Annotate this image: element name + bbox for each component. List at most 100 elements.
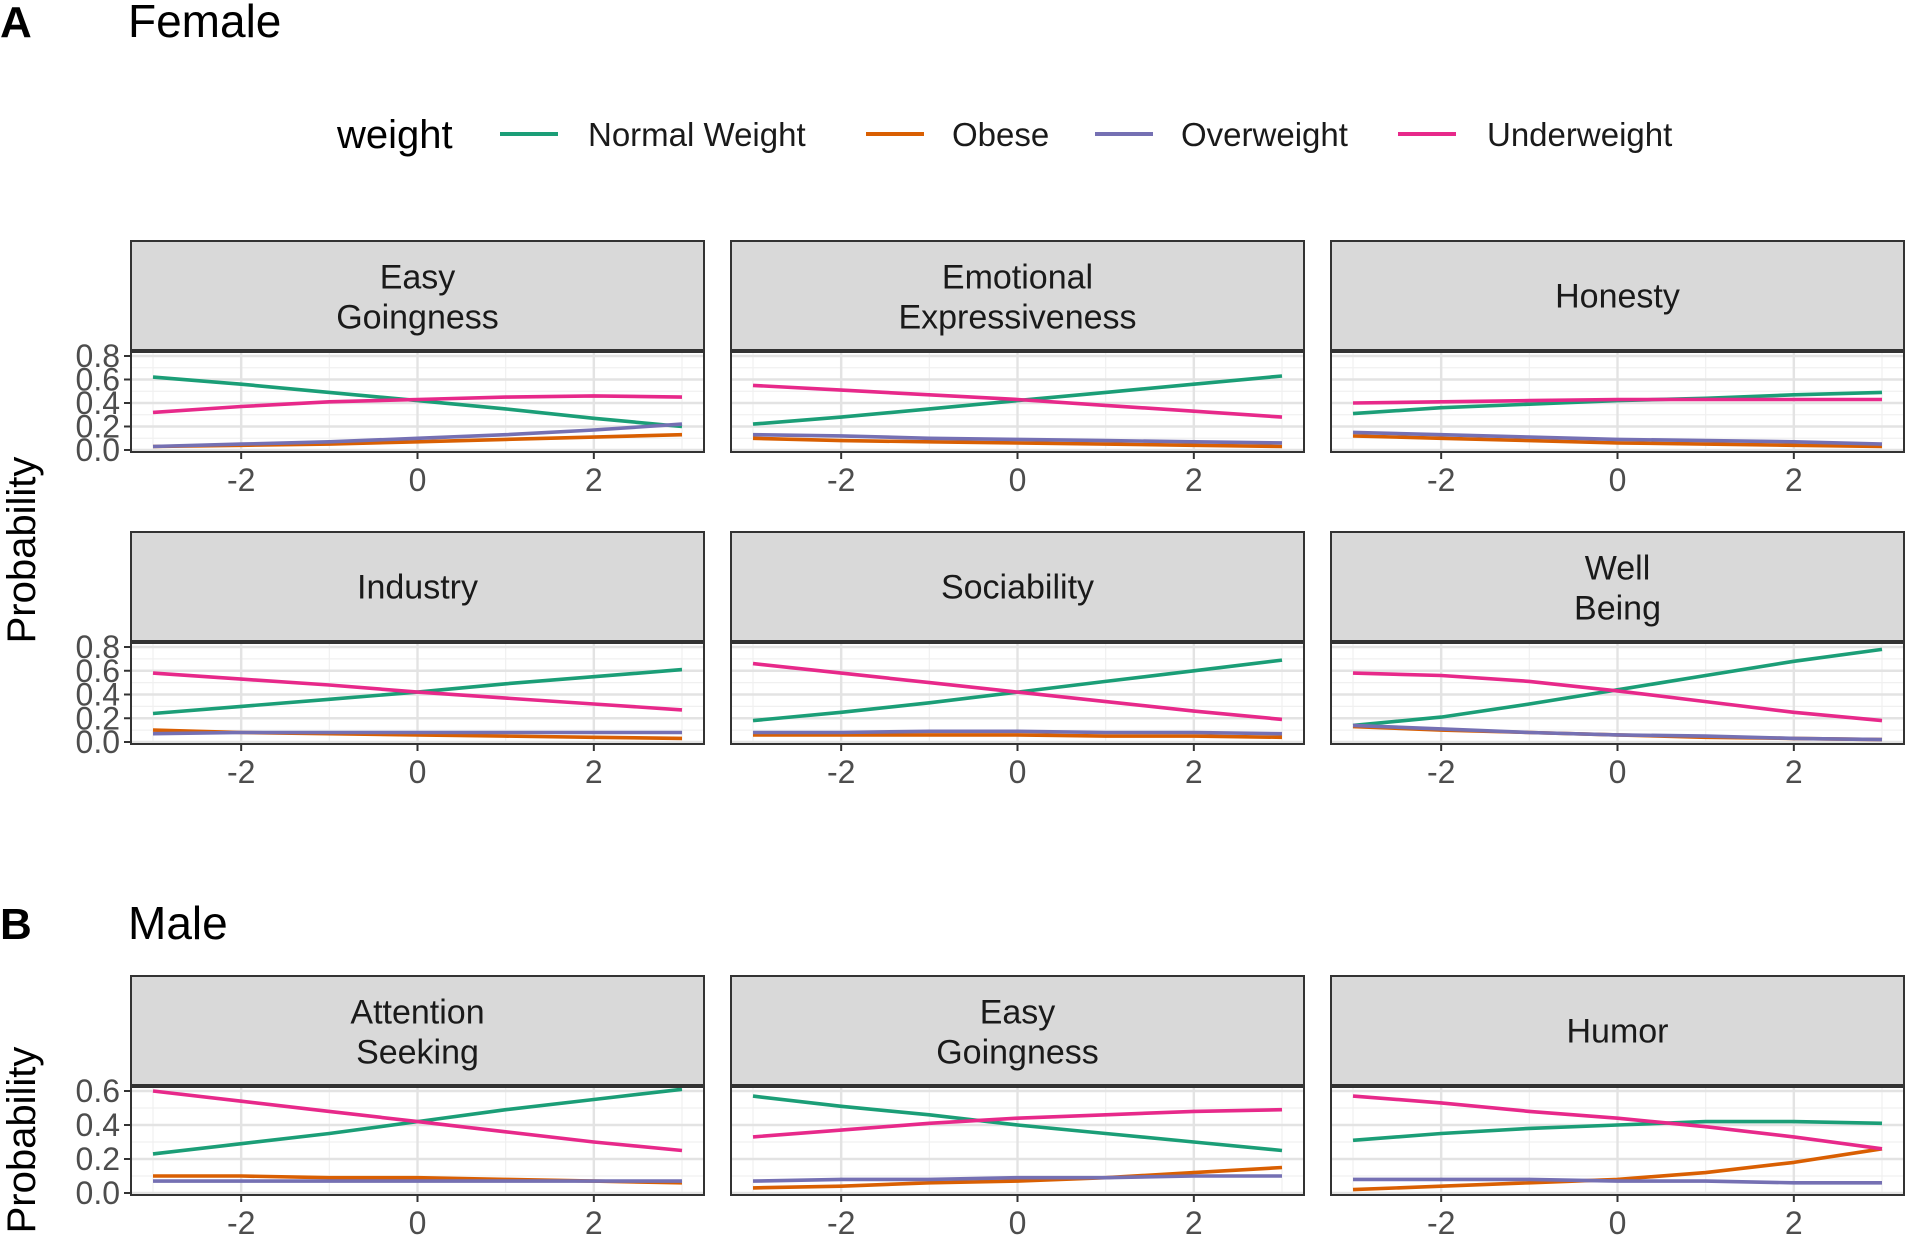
x-tick-label: 2 — [585, 462, 603, 498]
x-tick-label: -2 — [1427, 462, 1455, 498]
facet-strip — [130, 240, 705, 351]
x-tick-label: 0 — [1609, 754, 1627, 790]
facet-title-line: Goingness — [936, 1034, 1099, 1072]
y-tick-label: 0.2 — [76, 409, 120, 445]
facet-title: Honesty — [1555, 278, 1680, 316]
x-tick-label: 2 — [1785, 754, 1803, 790]
x-tick-label: 0 — [1609, 462, 1627, 498]
legend-item: Obese — [866, 116, 1049, 153]
y-tick-label: 0.2 — [76, 1141, 120, 1177]
series-line — [1352, 1119, 1883, 1143]
x-tick-label: -2 — [827, 462, 855, 498]
series-line — [1352, 397, 1882, 405]
x-tick-label: -2 — [227, 462, 255, 498]
facet-title-line: Goingness — [336, 299, 499, 337]
legend-item: Underweight — [1398, 116, 1672, 153]
y-tick-label: 0.0 — [76, 724, 120, 760]
x-tick-label: 0 — [1009, 754, 1027, 790]
y-axis-title: Probability — [0, 457, 44, 644]
series-line — [1352, 1094, 1883, 1151]
x-tick-label: -2 — [1427, 1205, 1455, 1241]
series-line — [1352, 430, 1883, 446]
facet-strip — [130, 975, 705, 1086]
legend-item-label: Obese — [952, 116, 1049, 153]
facet-title-line: Easy — [380, 259, 456, 297]
facet-panel: Honesty -2 0 2 — [1330, 240, 1905, 498]
facet-strip — [1330, 531, 1905, 642]
legend-item-label: Underweight — [1487, 116, 1672, 153]
facet-title-line: Being — [1574, 590, 1661, 628]
legend-item: Normal Weight — [500, 116, 806, 153]
legend-title: weight — [336, 113, 453, 157]
x-tick-label: 2 — [1785, 1205, 1803, 1241]
facet-panel: Humor -2 0 2 — [1330, 975, 1905, 1241]
facet-title-line: Expressiveness — [898, 299, 1136, 337]
facet-panel: Industry -2 0 2 0.00.20.40.60.8 — [76, 531, 705, 790]
facet-strip — [730, 531, 1305, 642]
x-tick-label: 2 — [1185, 1205, 1203, 1241]
x-tick-label: -2 — [227, 1205, 255, 1241]
y-axis-title: Probability — [0, 1047, 44, 1234]
facet-title-line: Seeking — [356, 1034, 479, 1072]
facet-strip — [730, 975, 1305, 1086]
series-line — [752, 1165, 1283, 1190]
panel-a-tag: A — [0, 0, 32, 47]
facet-title-line: Easy — [980, 994, 1056, 1032]
series-line — [152, 730, 682, 736]
y-tick-label: 0.8 — [76, 629, 120, 665]
series-line — [1352, 434, 1883, 449]
series-line — [152, 1089, 683, 1153]
x-tick-label: 2 — [585, 754, 603, 790]
facet-strip — [730, 240, 1305, 351]
facet-strip — [1330, 975, 1905, 1086]
series-line — [753, 733, 1283, 740]
series-line — [752, 1107, 1283, 1139]
series-line — [152, 422, 683, 449]
series-line — [752, 661, 1283, 722]
legend-item: Overweight — [1095, 116, 1348, 153]
y-tick-label: 0.6 — [76, 1073, 120, 1109]
series-line — [752, 432, 1283, 445]
y-tick-label: 0.4 — [76, 385, 120, 421]
series-line — [1352, 723, 1883, 742]
facet-strip — [1330, 240, 1905, 351]
x-tick-label: 2 — [1785, 462, 1803, 498]
series-line — [152, 671, 683, 712]
legend-item-label: Normal Weight — [588, 116, 806, 153]
panel-a-title: Female — [128, 0, 281, 47]
x-tick-label: 0 — [1009, 462, 1027, 498]
y-tick-label: 0.4 — [76, 677, 120, 713]
series-line — [152, 394, 683, 415]
y-tick-label: 0.0 — [76, 432, 120, 468]
x-tick-label: -2 — [827, 1205, 855, 1241]
y-tick-label: 0.0 — [76, 1175, 120, 1211]
x-tick-label: -2 — [227, 754, 255, 790]
series-line — [752, 1174, 1282, 1183]
facet-title-line: Emotional — [942, 259, 1093, 297]
x-tick-label: -2 — [827, 754, 855, 790]
facet-title-line: Attention — [350, 994, 484, 1032]
facet-title: Sociability — [941, 569, 1094, 607]
y-tick-label: 0.2 — [76, 700, 120, 736]
facet-title: Humor — [1566, 1013, 1668, 1051]
facet-panel: Sociability -2 0 2 — [730, 531, 1305, 790]
series-line — [752, 383, 1283, 419]
x-tick-label: 0 — [1609, 1205, 1627, 1241]
panel-b-tag: B — [0, 900, 32, 949]
x-tick-label: 2 — [1185, 462, 1203, 498]
x-tick-label: 2 — [585, 1205, 603, 1241]
panel-b-title: Male — [128, 897, 228, 949]
legend-item-label: Overweight — [1181, 116, 1348, 153]
x-tick-label: 0 — [409, 1205, 427, 1241]
legend: weight Normal Weight Obese Overweight Underw… — [336, 113, 1672, 157]
y-tick-label: 0.4 — [76, 1107, 120, 1143]
series-line — [1353, 1177, 1882, 1185]
x-tick-label: 0 — [409, 754, 427, 790]
series-line — [752, 436, 1283, 449]
